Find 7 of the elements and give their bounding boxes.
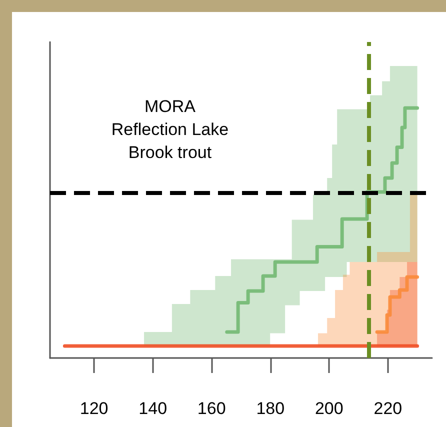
x-tick-label: 120 — [80, 399, 108, 418]
x-tick-label: 220 — [374, 399, 402, 418]
x-tick-label: 180 — [256, 399, 285, 418]
text: MORA Reflection Lake Brook trout — [111, 97, 229, 162]
x-tick-label: 160 — [197, 399, 226, 418]
x-tick-label: 140 — [138, 399, 168, 418]
x-tick-label: 200 — [314, 399, 344, 418]
